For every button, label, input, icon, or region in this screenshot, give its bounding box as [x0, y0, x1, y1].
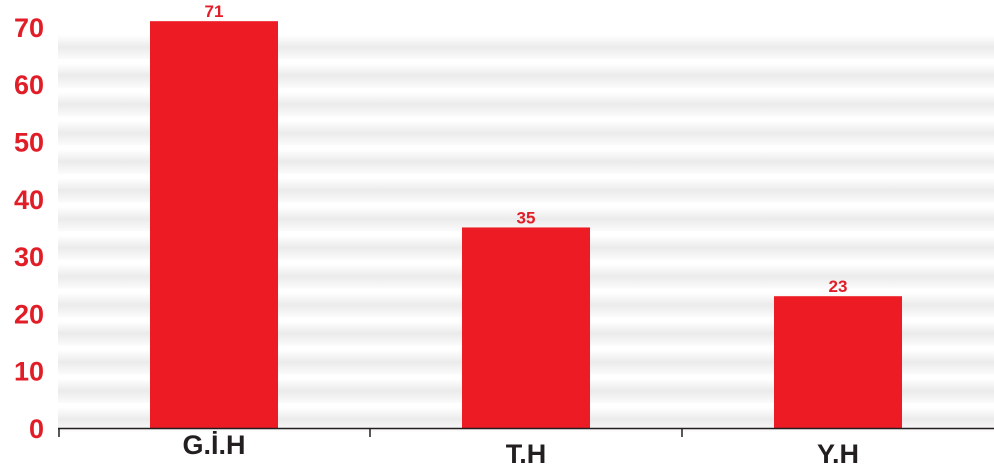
y-tick-label: 40 [14, 185, 44, 215]
y-tick-label: 70 [14, 13, 44, 43]
x-axis: G.İ.H T.H Y.H [58, 427, 994, 469]
x-category-label: Y.H [817, 439, 859, 469]
bar-y-h [774, 296, 902, 428]
y-tick-label: 50 [14, 128, 44, 158]
y-tick-label: 20 [14, 299, 44, 329]
y-tick-label: 60 [14, 70, 44, 100]
bar-value-label: 71 [205, 2, 224, 21]
bars: 71 35 23 [150, 2, 902, 428]
y-tick-label: 0 [29, 414, 44, 444]
y-tick-label: 30 [14, 242, 44, 272]
bar-value-label: 35 [517, 208, 536, 227]
bar-value-label: 23 [829, 277, 848, 296]
bar-g-i-h [150, 21, 278, 428]
x-category-label: G.İ.H [182, 430, 245, 460]
x-category-label: T.H [506, 439, 547, 469]
y-axis: 0 10 20 30 40 50 60 70 [14, 13, 44, 444]
y-tick-label: 10 [14, 357, 44, 387]
bar-t-h [462, 227, 590, 428]
